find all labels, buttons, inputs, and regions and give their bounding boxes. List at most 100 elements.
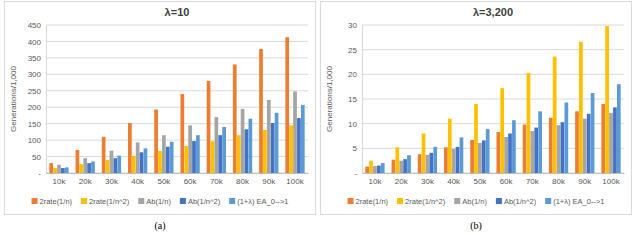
legend-item: Ab(1/n^2) bbox=[180, 197, 221, 206]
bar bbox=[271, 123, 275, 173]
bar bbox=[365, 167, 369, 173]
bar bbox=[275, 113, 279, 173]
x-tick: 60k bbox=[500, 173, 514, 186]
grid-line bbox=[46, 74, 308, 75]
x-tick: 40k bbox=[447, 173, 461, 186]
legend-swatch bbox=[348, 198, 354, 204]
bar bbox=[575, 111, 579, 173]
y-tick: 5 bbox=[353, 144, 362, 153]
bar bbox=[180, 94, 184, 173]
legend-label: 2rate(1/n^2) bbox=[405, 197, 446, 206]
bar bbox=[184, 146, 188, 173]
bar bbox=[456, 147, 460, 173]
bar bbox=[128, 123, 132, 173]
bar bbox=[61, 168, 65, 173]
x-tick-label: 60k bbox=[184, 177, 198, 186]
bar bbox=[512, 120, 516, 173]
bar bbox=[605, 26, 609, 173]
y-tick-label: - bbox=[354, 169, 357, 178]
legend: 2rate(1/n) 2rate(1/n^2) Ab(1/n) Ab(1/n^2) (1… bbox=[348, 197, 605, 206]
legend-item: Ab(1/n^2) bbox=[496, 197, 537, 206]
bar bbox=[557, 125, 561, 173]
panel-caption: (a) bbox=[154, 220, 165, 232]
x-tick-label: 80k bbox=[236, 177, 250, 186]
x-axis: 10k20k30k40k50k60k70k80k90k100k bbox=[363, 173, 625, 186]
series bbox=[61, 118, 301, 173]
bar bbox=[452, 149, 456, 173]
plot-area: -5010015020025030035040045010k20k30k40k5… bbox=[28, 21, 309, 186]
x-tick: 30k bbox=[421, 173, 435, 186]
bars-clip bbox=[49, 37, 304, 173]
y-tick: 30 bbox=[348, 21, 362, 30]
bar bbox=[249, 119, 253, 173]
bar bbox=[132, 156, 136, 173]
bar bbox=[587, 114, 591, 173]
bar bbox=[482, 140, 486, 173]
y-tick-label: 200 bbox=[28, 103, 42, 112]
x-tick: 40k bbox=[131, 173, 145, 186]
bar bbox=[530, 131, 534, 173]
series bbox=[377, 107, 617, 173]
legend-label: 2rate(1/n^2) bbox=[89, 197, 130, 206]
grid-line bbox=[46, 57, 308, 58]
x-tick-label: 30k bbox=[421, 177, 435, 186]
bar bbox=[407, 155, 411, 173]
legend: 2rate(1/n)2rate(1/n^2)Ab(1/n)Ab(1/n^2)(1… bbox=[32, 197, 289, 206]
bar bbox=[444, 147, 448, 173]
x-tick-label: 40k bbox=[447, 177, 461, 186]
bar bbox=[136, 142, 140, 173]
bar bbox=[565, 102, 569, 173]
y-tick-label: 350 bbox=[28, 54, 42, 63]
bar bbox=[222, 127, 226, 173]
bar bbox=[617, 84, 621, 173]
grid-line bbox=[362, 74, 624, 75]
x-tick-label: 90k bbox=[578, 177, 592, 186]
bar bbox=[166, 147, 170, 173]
chart-title: λ=10 bbox=[165, 6, 190, 18]
legend-label: Ab(1/n^2) bbox=[504, 197, 537, 206]
panel-frame bbox=[5, 2, 316, 215]
x-axis-line bbox=[363, 173, 625, 174]
bar bbox=[508, 134, 512, 173]
grid bbox=[362, 25, 624, 173]
grid-line bbox=[362, 49, 624, 50]
bars bbox=[49, 37, 304, 173]
legend-item: (1+λ) EA_0-->1 bbox=[545, 197, 604, 206]
legend-label: 2rate(1/n) bbox=[356, 197, 389, 206]
x-tick-label: 90k bbox=[262, 177, 276, 186]
bar bbox=[245, 129, 249, 173]
legend-swatch bbox=[180, 198, 186, 204]
y-axis-line bbox=[46, 26, 47, 174]
grid-line bbox=[46, 25, 308, 26]
y-tick: 400 bbox=[28, 38, 46, 47]
legend-item: 2rate(1/n) bbox=[32, 197, 73, 206]
bar bbox=[297, 118, 301, 173]
series bbox=[53, 125, 293, 173]
panel-frame bbox=[321, 2, 632, 215]
bar bbox=[523, 125, 527, 173]
bar bbox=[113, 158, 117, 173]
legend-swatch bbox=[81, 198, 87, 204]
x-tick: 50k bbox=[473, 173, 487, 186]
bar bbox=[381, 163, 385, 173]
y-tick: 25 bbox=[348, 46, 362, 55]
bar bbox=[433, 147, 437, 173]
bar bbox=[53, 168, 57, 173]
bar bbox=[259, 49, 263, 173]
y-axis-title: Generations/1,000 bbox=[325, 66, 334, 132]
grid-line bbox=[46, 41, 308, 42]
x-tick-label: 10k bbox=[53, 177, 67, 186]
bar bbox=[460, 137, 464, 173]
x-tick: 90k bbox=[578, 173, 592, 186]
bar bbox=[583, 119, 587, 173]
series bbox=[369, 26, 609, 173]
legend-label: Ab(1/n) bbox=[146, 197, 171, 206]
legend-item: Ab(1/n) bbox=[454, 197, 487, 206]
y-tick: - bbox=[38, 169, 46, 178]
x-tick: 10k bbox=[369, 173, 383, 186]
x-tick: 100k bbox=[602, 173, 620, 186]
legend-label: Ab(1/n) bbox=[462, 197, 487, 206]
grid-line bbox=[362, 25, 624, 26]
bar bbox=[57, 165, 61, 173]
series bbox=[381, 84, 621, 173]
